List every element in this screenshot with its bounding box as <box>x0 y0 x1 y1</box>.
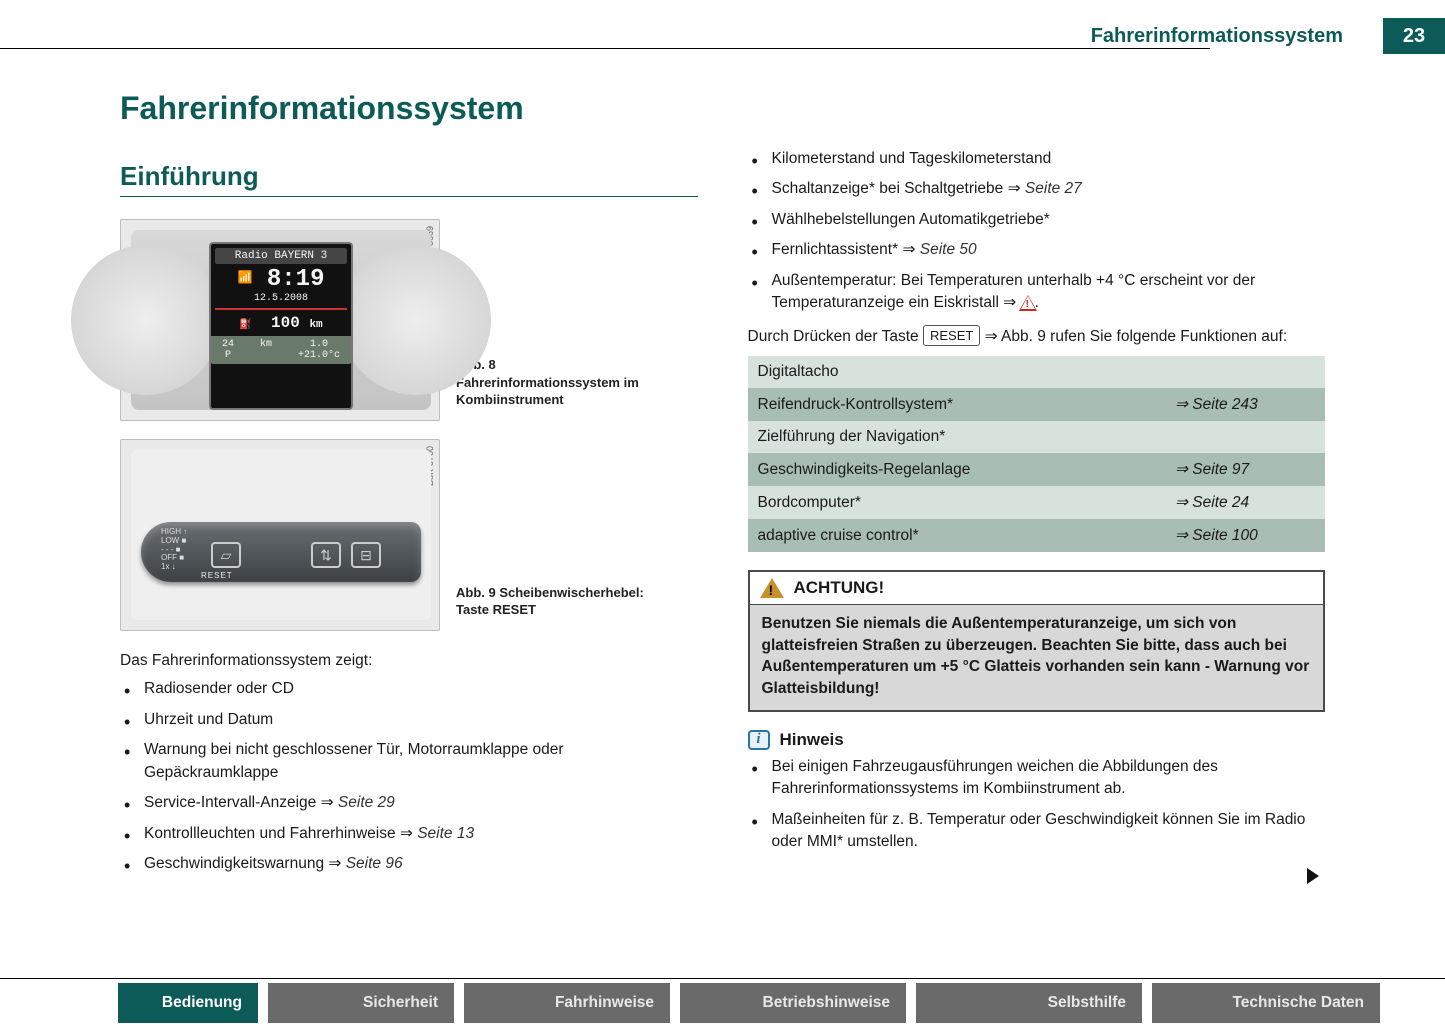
wiper-front-icon: ▱ <box>211 542 241 568</box>
warning-icon <box>760 578 784 598</box>
section-title: Einführung <box>120 161 698 197</box>
lcd-date: 12.5.2008 <box>211 293 351 304</box>
reset-label: RESET <box>201 571 233 580</box>
list-item: Kilometerstand und Tageskilometerstand <box>748 148 1326 170</box>
table-row: Geschwindigkeits-Regelanlage⇒ Seite 97 <box>748 453 1326 486</box>
figure-8-caption: Abb. 8 Fahrerinformationssystem im Kombi… <box>456 356 656 421</box>
list-item: Warnung bei nicht geschlossener Tür, Mot… <box>120 739 698 784</box>
table-row: Reifendruck-Kontrollsystem*⇒ Seite 243 <box>748 388 1326 421</box>
left-bullet-list: Radiosender oder CD Uhrzeit und Datum Warn… <box>120 678 698 875</box>
figure-9-caption: Abb. 9 Scheibenwischerhebel: Taste RESET <box>456 584 656 631</box>
tab-sicherheit[interactable]: Sicherheit <box>268 983 454 1023</box>
achtung-box: ACHTUNG! Benutzen Sie niemals die Außent… <box>748 570 1326 712</box>
intro-line: Das Fahrerinformationssystem zeigt: <box>120 649 698 672</box>
lcd-range: 100 <box>271 314 300 332</box>
list-item: Uhrzeit und Datum <box>120 709 698 731</box>
lever-illustration: ▱ ⇅ ⊟ HIGH ↑LOW ■- - - ■OFF ■1x ↓ RESET <box>131 450 431 620</box>
bottom-tabs: BedienungSicherheitFahrhinweiseBetriebsh… <box>0 978 1445 1026</box>
list-item: Schaltanzeige* bei Schaltgetriebe ⇒ Seit… <box>748 178 1326 200</box>
tab-technische-daten[interactable]: Technische Daten <box>1152 983 1380 1023</box>
hinweis-header: i Hinweis <box>748 730 1326 750</box>
lcd-radio: Radio BAYERN 3 <box>215 248 347 264</box>
list-item: Geschwindigkeitswarnung ⇒ Seite 96 <box>120 853 698 875</box>
achtung-title: ACHTUNG! <box>794 578 885 598</box>
right-column: Kilometerstand und Tageskilometerstand Sc… <box>748 90 1326 884</box>
table-row: adaptive cruise control*⇒ Seite 100 <box>748 519 1326 552</box>
table-row: Digitaltacho <box>748 356 1326 388</box>
list-item: Maßeinheiten für z. B. Temperatur oder G… <box>748 809 1326 854</box>
right-bullet-list-top: Kilometerstand und Tageskilometerstand Sc… <box>748 148 1326 315</box>
list-item: Service-Intervall-Anzeige ⇒ Seite 29 <box>120 792 698 814</box>
figure-9: B8K-0700 ▱ ⇅ ⊟ HIGH ↑LOW ■- - - ■OFF ■1x… <box>120 439 698 631</box>
left-column: Fahrerinformationssystem Einführung B8K-… <box>120 90 698 884</box>
lcd-screen: Radio BAYERN 3 📶 8:19 12.5.2008 ⛽ 100 km… <box>209 242 353 410</box>
continue-icon <box>1307 868 1319 884</box>
lcd-time: 8:19 <box>267 266 325 293</box>
hinweis-bullet-list: Bei einigen Fahrzeugausführungen weichen… <box>748 756 1326 854</box>
reset-paragraph: Durch Drücken der Taste RESET ⇒ Abb. 9 r… <box>748 325 1326 348</box>
dashboard-illustration: Radio BAYERN 3 📶 8:19 12.5.2008 ⛽ 100 km… <box>131 230 431 410</box>
list-item: Außentemperatur: Bei Temperaturen unterh… <box>748 270 1326 315</box>
wiper-mode-icon: ⇅ <box>311 542 341 568</box>
list-item: Fernlichtassistent* ⇒ Seite 50 <box>748 239 1326 261</box>
table-row: Bordcomputer*⇒ Seite 24 <box>748 486 1326 519</box>
list-item: Bei einigen Fahrzeugausführungen weichen… <box>748 756 1326 801</box>
list-item: Kontrollleuchten und Fahrerhinweise ⇒ Se… <box>120 823 698 845</box>
info-icon: i <box>748 730 770 750</box>
page-title: Fahrerinformationssystem <box>120 90 698 127</box>
tab-fahrhinweise[interactable]: Fahrhinweise <box>464 983 670 1023</box>
hinweis-title: Hinweis <box>780 730 844 750</box>
achtung-body: Benutzen Sie niemals die Außentemperatur… <box>750 605 1324 710</box>
figure-8: B8K-0669 Radio BAYERN 3 📶 8:19 12.5.2008… <box>120 219 698 421</box>
table-row: Zielführung der Navigation* <box>748 421 1326 453</box>
tab-selbsthilfe[interactable]: Selbsthilfe <box>916 983 1142 1023</box>
functions-table: DigitaltachoReifendruck-Kontrollsystem*⇒… <box>748 356 1326 552</box>
list-item: Radiosender oder CD <box>120 678 698 700</box>
top-rule <box>0 48 1445 49</box>
wiper-rear-icon: ⊟ <box>351 542 381 568</box>
lever-labels: HIGH ↑LOW ■- - - ■OFF ■1x ↓ <box>161 528 187 572</box>
tab-betriebshinweise[interactable]: Betriebshinweise <box>680 983 906 1023</box>
reset-key: RESET <box>923 325 980 347</box>
list-item: Wählhebelstellungen Automatikgetriebe* <box>748 209 1326 231</box>
running-head: Fahrerinformationssystem <box>1091 25 1383 48</box>
tab-bedienung[interactable]: Bedienung <box>118 983 258 1023</box>
